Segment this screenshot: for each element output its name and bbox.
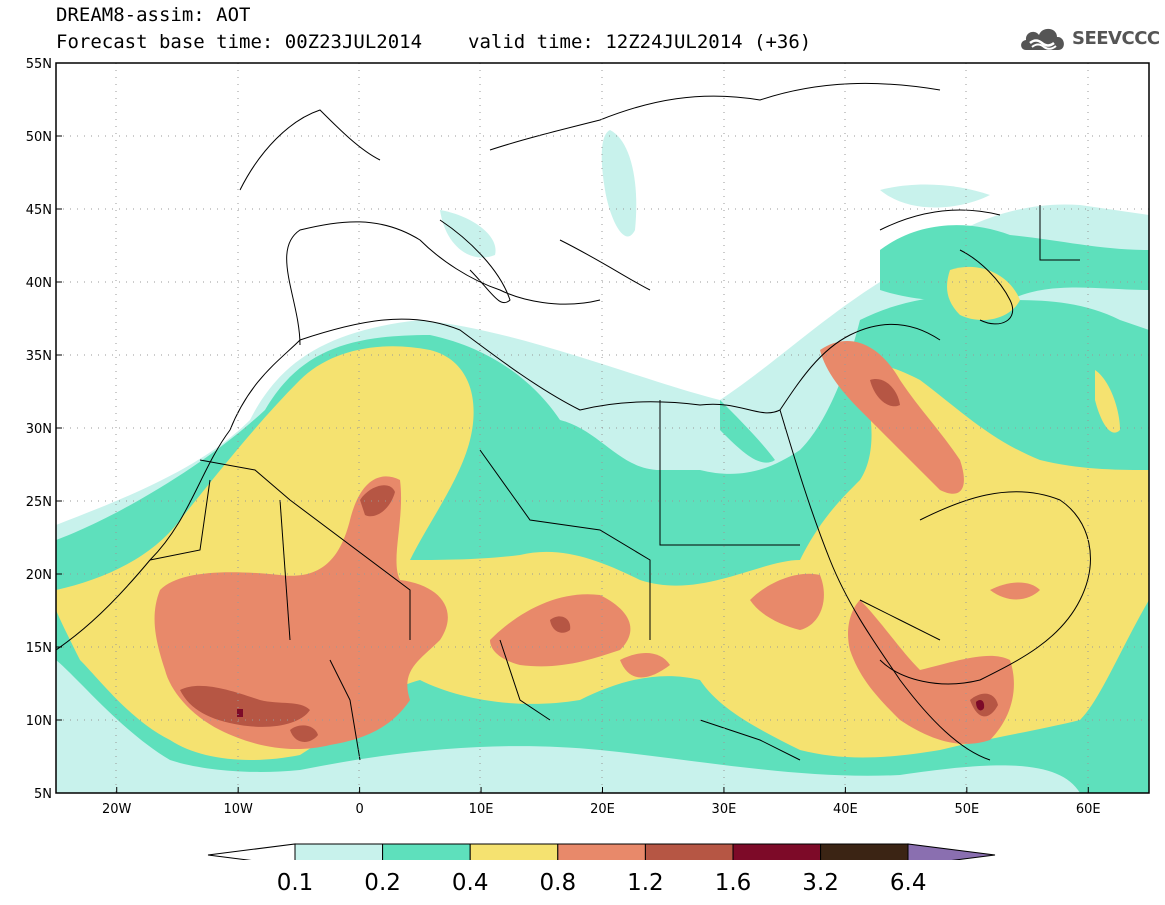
lon-tick-label: 20E — [590, 802, 615, 817]
aot-fields — [56, 63, 1149, 793]
colorbar-cell — [382, 843, 471, 860]
lat-tick-label: 55N — [26, 57, 52, 72]
colorbar — [207, 843, 996, 860]
lat-tick-label: 5N — [34, 787, 52, 802]
lon-tick-label: 10W — [223, 802, 253, 817]
lat-tick-label: 20N — [26, 568, 52, 583]
coastlines — [56, 82, 1091, 761]
lat-tick-label: 30N — [26, 422, 52, 437]
forecast-times: Forecast base time: 00Z23JUL2014 valid ti… — [56, 31, 811, 53]
colorbar-label: 0.2 — [364, 870, 401, 896]
lon-tick-label: 20W — [102, 802, 132, 817]
lon-tick-label: 50E — [954, 802, 979, 817]
colorbar-cell — [820, 843, 909, 860]
lat-tick-label: 15N — [26, 641, 52, 656]
lat-tick-label: 10N — [26, 714, 52, 729]
aot-map: 55N 50N 45N 40N 35N 30N 25N 20N 15N 10N 5N 20W 10W 0… — [26, 57, 1150, 860]
lon-tick-label: 60E — [1076, 802, 1101, 817]
colorbar-label: 1.2 — [627, 870, 664, 896]
colorbar-label: 0.1 — [276, 870, 314, 896]
valid-time: valid time: 12Z24JUL2014 (+36) — [468, 31, 812, 53]
colorbar-cell — [469, 843, 559, 860]
lat-tick-label: 50N — [26, 130, 52, 145]
colorbar-label: 0.8 — [539, 870, 577, 896]
lat-tick-label: 45N — [26, 203, 52, 218]
lat-tick-label: 35N — [26, 349, 52, 364]
lon-axis: 20W 10W 0 10E 20E 30E 40E 50E 60E — [102, 787, 1101, 817]
colorbar-cell — [557, 843, 646, 860]
lat-axis: 55N 50N 45N 40N 35N 30N 25N 20N 15N 10N 5N — [26, 57, 62, 802]
logo-text: SEEVCCC — [1072, 27, 1160, 49]
colorbar-cell — [294, 843, 384, 860]
lon-tick-label: 0 — [355, 802, 363, 817]
lon-tick-label: 40E — [833, 802, 858, 817]
lat-tick-label: 25N — [26, 495, 52, 510]
colorbar-label: 0.4 — [451, 870, 489, 896]
aot-level-1-6 — [237, 700, 985, 717]
lon-tick-label: 30E — [712, 802, 737, 817]
map-title: DREAM8-assim: AOT — [56, 4, 251, 26]
colorbar-label: 6.4 — [889, 870, 927, 896]
colorbar-label: 3.2 — [802, 870, 839, 896]
base-time: Forecast base time: 00Z23JUL2014 — [56, 31, 423, 53]
colorbar-cell — [644, 843, 734, 860]
seevccc-logo: SEEVCCC — [1018, 22, 1160, 54]
grid — [56, 63, 1149, 793]
colorbar-high-arrow — [907, 843, 996, 860]
cloud-logo-icon — [1021, 28, 1064, 50]
colorbar-low-arrow — [207, 843, 296, 860]
lat-tick-label: 40N — [26, 276, 52, 291]
colorbar-label: 1.6 — [714, 870, 752, 896]
aot-level-1-2 — [180, 379, 998, 742]
colorbar-cell — [732, 843, 822, 860]
lon-tick-label: 10E — [469, 802, 494, 817]
